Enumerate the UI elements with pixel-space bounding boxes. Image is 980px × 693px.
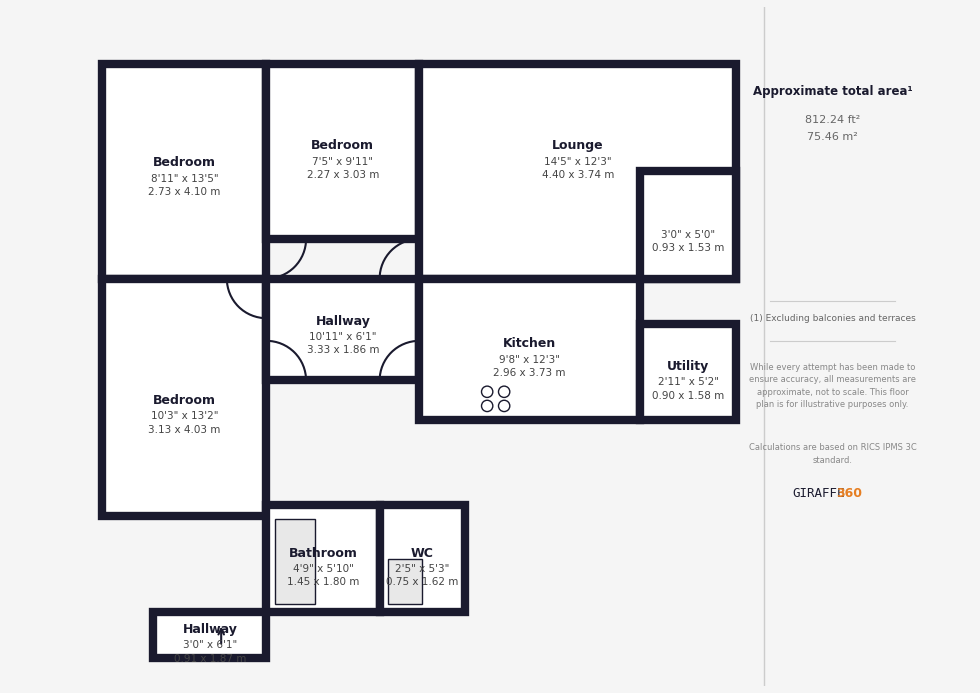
Text: Kitchen: Kitchen bbox=[503, 337, 557, 350]
Text: 4'9" x 5'10"
1.45 x 1.80 m: 4'9" x 5'10" 1.45 x 1.80 m bbox=[287, 564, 360, 587]
Text: Lounge: Lounge bbox=[552, 139, 604, 152]
Text: Bedroom: Bedroom bbox=[312, 139, 374, 152]
Text: 7'5" x 9'11"
2.27 x 3.03 m: 7'5" x 9'11" 2.27 x 3.03 m bbox=[307, 157, 379, 179]
Text: WC: WC bbox=[411, 547, 433, 559]
Text: While every attempt has been made to
ensure accuracy, all measurements are
appro: While every attempt has been made to ens… bbox=[749, 363, 916, 410]
Text: Bedroom: Bedroom bbox=[153, 394, 216, 407]
Bar bbox=[267, 64, 419, 239]
Text: 2'11" x 5'2"
0.90 x 1.58 m: 2'11" x 5'2" 0.90 x 1.58 m bbox=[652, 378, 724, 401]
Bar bbox=[267, 505, 379, 613]
Text: 9'8" x 12'3"
2.96 x 3.73 m: 9'8" x 12'3" 2.96 x 3.73 m bbox=[493, 355, 565, 378]
Bar bbox=[640, 171, 736, 279]
Bar bbox=[275, 519, 315, 604]
Text: 2'5" x 5'3"
0.75 x 1.62 m: 2'5" x 5'3" 0.75 x 1.62 m bbox=[386, 564, 459, 587]
Bar bbox=[379, 505, 465, 613]
Text: 10'11" x 6'1"
3.33 x 1.86 m: 10'11" x 6'1" 3.33 x 1.86 m bbox=[307, 332, 379, 356]
Bar bbox=[267, 279, 419, 380]
Bar bbox=[640, 324, 736, 420]
Text: 75.46 m²: 75.46 m² bbox=[807, 132, 858, 142]
Text: 3'0" x 5'0"
0.93 x 1.53 m: 3'0" x 5'0" 0.93 x 1.53 m bbox=[652, 230, 724, 254]
Bar bbox=[102, 64, 267, 279]
Text: 812.24 ft²: 812.24 ft² bbox=[805, 115, 860, 125]
Bar bbox=[419, 64, 736, 279]
Bar bbox=[102, 279, 267, 516]
Text: Bedroom: Bedroom bbox=[153, 156, 216, 169]
Bar bbox=[388, 559, 422, 604]
Text: 3'0" x 6'1"
0.91 x 1.87 m: 3'0" x 6'1" 0.91 x 1.87 m bbox=[173, 640, 246, 664]
Bar bbox=[419, 279, 640, 420]
Text: 8'11" x 13'5"
2.73 x 4.10 m: 8'11" x 13'5" 2.73 x 4.10 m bbox=[148, 174, 220, 197]
Text: GIRAFFE: GIRAFFE bbox=[792, 487, 845, 500]
Bar bbox=[153, 613, 267, 658]
Text: 14'5" x 12'3"
4.40 x 3.74 m: 14'5" x 12'3" 4.40 x 3.74 m bbox=[542, 157, 613, 179]
Text: 10'3" x 13'2"
3.13 x 4.03 m: 10'3" x 13'2" 3.13 x 4.03 m bbox=[148, 412, 220, 435]
Text: Calculations are based on RICS IPMS 3C
standard.: Calculations are based on RICS IPMS 3C s… bbox=[749, 444, 916, 465]
Text: Approximate total area¹: Approximate total area¹ bbox=[753, 85, 912, 98]
Text: (1) Excluding balconies and terraces: (1) Excluding balconies and terraces bbox=[750, 314, 915, 323]
Text: Hallway: Hallway bbox=[182, 623, 237, 636]
Text: Bathroom: Bathroom bbox=[289, 547, 358, 559]
Text: Utility: Utility bbox=[667, 360, 710, 373]
Text: Hallway: Hallway bbox=[316, 315, 370, 328]
Text: 360: 360 bbox=[836, 487, 862, 500]
